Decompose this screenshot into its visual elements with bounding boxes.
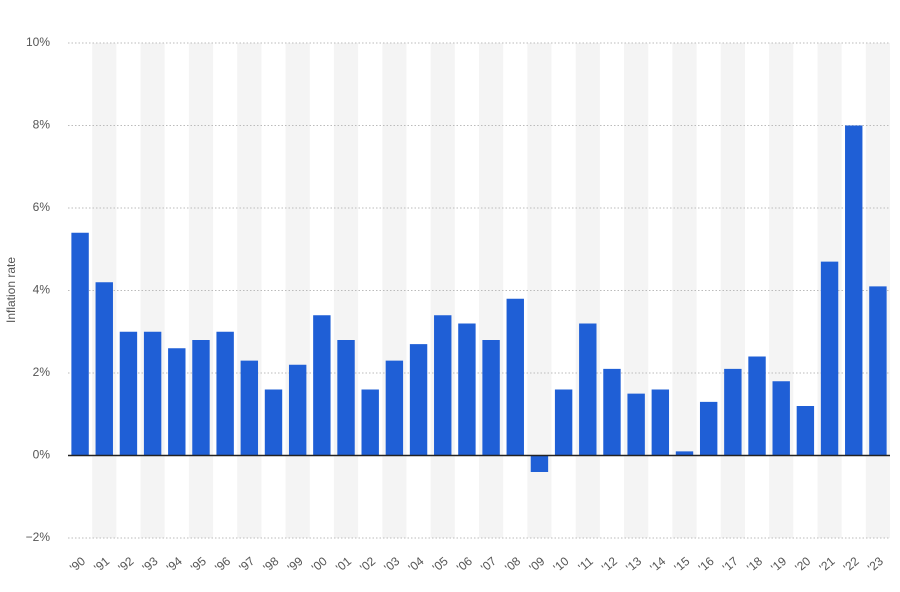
bar (506, 298, 524, 456)
bar (482, 340, 500, 456)
y-tick-label: 10% (26, 35, 50, 49)
x-tick-label: '05 (430, 554, 451, 575)
bar (119, 331, 138, 456)
bar (264, 389, 283, 456)
bar (675, 451, 694, 456)
bar (337, 340, 355, 456)
x-tick-label: '10 (551, 554, 572, 575)
x-tick-label: '98 (260, 554, 281, 575)
x-tick-label: '90 (67, 554, 88, 575)
bar (530, 455, 549, 472)
y-tick-label: 0% (33, 448, 51, 462)
bar (627, 393, 645, 456)
x-tick-label: '11 (575, 554, 596, 574)
x-tick-label: '07 (478, 554, 499, 575)
bar (554, 389, 573, 456)
x-tick-label: '19 (768, 554, 789, 575)
x-tick-label: '20 (792, 554, 813, 575)
y-tick-label: −2% (26, 530, 51, 544)
y-tick-label: 2% (33, 365, 51, 379)
x-tick-label: '06 (454, 554, 475, 575)
x-tick-label: '12 (599, 554, 620, 575)
bar (796, 406, 815, 456)
bar (820, 261, 839, 456)
bar (95, 282, 113, 456)
bar (168, 348, 186, 456)
y-tick-label: 8% (33, 118, 51, 132)
x-tick-label: '99 (285, 554, 306, 575)
x-tick-label: '22 (841, 554, 862, 575)
x-tick-label: '01 (333, 554, 354, 575)
x-tick-label: '03 (381, 554, 402, 575)
x-tick-label: '21 (817, 554, 838, 575)
bar (603, 368, 621, 456)
bar (845, 125, 863, 456)
x-tick-label: '92 (115, 554, 136, 575)
x-tick-label: '96 (212, 554, 233, 575)
x-tick-label: '17 (720, 554, 741, 575)
x-tick-label: '09 (526, 554, 547, 575)
x-tick-label: '97 (236, 554, 257, 575)
x-tick-label: '18 (744, 554, 765, 575)
x-tick-label: '16 (696, 554, 717, 575)
bar (748, 356, 766, 456)
bar (313, 315, 331, 456)
bar (192, 340, 210, 456)
bar (240, 360, 259, 456)
bar (651, 389, 670, 456)
bar (71, 232, 89, 456)
y-tick-label: 4% (33, 283, 51, 297)
x-tick-label: '08 (502, 554, 523, 575)
y-axis-label: Inflation rate (4, 257, 18, 323)
x-tick-label: '94 (164, 554, 185, 575)
x-tick-label: '93 (140, 554, 161, 575)
x-tick-label: '04 (406, 554, 427, 575)
bar (409, 344, 428, 456)
bar (385, 360, 404, 456)
x-tick-label: '91 (91, 554, 112, 575)
bar (772, 381, 790, 456)
bar (869, 286, 887, 456)
bar (361, 389, 379, 456)
x-tick-label: '13 (623, 554, 644, 575)
bar (143, 331, 162, 456)
x-tick-label: '23 (865, 554, 886, 575)
bar (458, 323, 476, 456)
bar (699, 401, 718, 456)
bar (434, 315, 452, 456)
bar (579, 323, 597, 456)
x-tick-label: '95 (188, 554, 209, 575)
x-tick-label: '00 (309, 554, 330, 575)
x-tick-label: '02 (357, 554, 378, 575)
bar (216, 331, 234, 456)
bar (724, 368, 742, 456)
x-tick-label: '14 (647, 554, 668, 575)
y-tick-label: 6% (33, 200, 51, 214)
x-tick-label: '15 (671, 554, 692, 575)
bar (288, 364, 307, 456)
